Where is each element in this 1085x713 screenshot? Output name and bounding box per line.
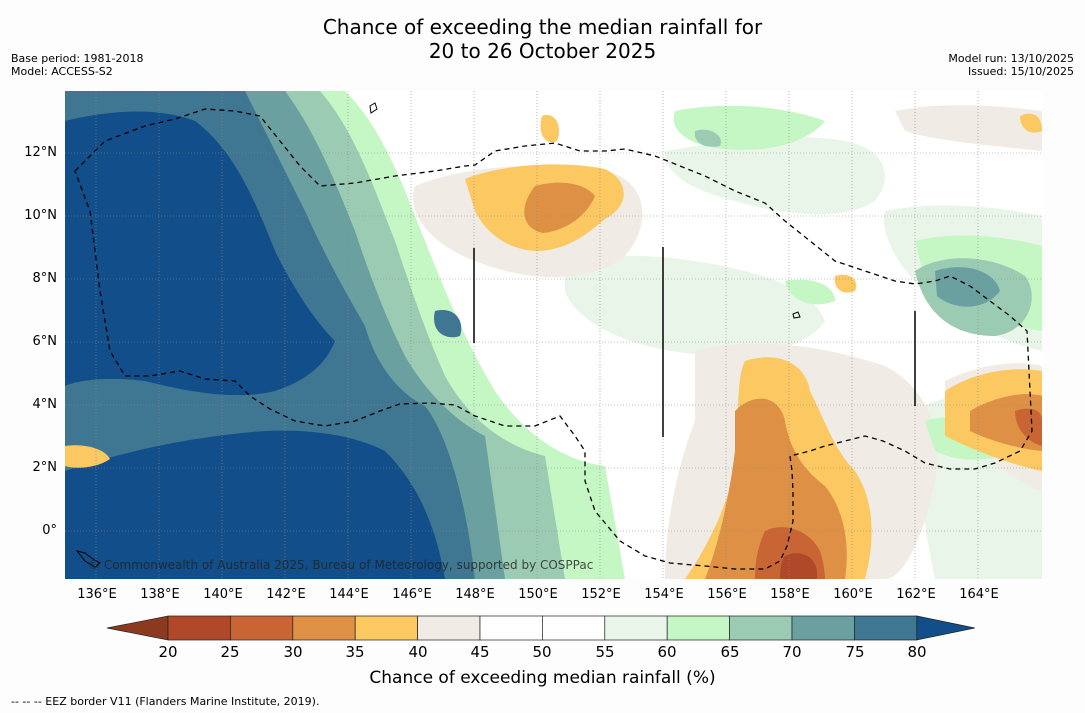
- lon-label-146e: 146°E: [392, 587, 432, 602]
- lon-label-144e: 144°E: [329, 587, 369, 602]
- lat-label-12n: 12°N: [24, 145, 57, 160]
- title-line-2: 20 to 26 October 2025: [428, 39, 657, 63]
- cb-tick-75: 75: [845, 643, 865, 661]
- cb-tick-40: 40: [408, 643, 428, 661]
- colorbar-bin-below-20: [106, 615, 169, 641]
- colorbar-bin-50-55: [542, 615, 606, 641]
- colorbar-bin-20-25: [167, 615, 231, 641]
- lon-label-148e: 148°E: [455, 587, 495, 602]
- lat-label-0: 0°: [42, 523, 57, 538]
- colorbar: [106, 615, 975, 641]
- lat-label-4n: 4°N: [32, 397, 58, 412]
- cb-tick-60: 60: [657, 643, 677, 661]
- cb-tick-65: 65: [720, 643, 740, 661]
- base-period: Base period: 1981-2018: [11, 52, 144, 65]
- lon-label-154e: 154°E: [644, 587, 684, 602]
- meta-right: Model run: 13/10/2025 Issued: 15/10/2025: [948, 52, 1074, 78]
- lat-label-8n: 8°N: [32, 271, 58, 286]
- eez-border: [74, 108, 1033, 570]
- rainfall-map: [65, 91, 1042, 579]
- title-line-1: Chance of exceeding the median rainfall …: [322, 15, 763, 39]
- meta-left: Base period: 1981-2018 Model: ACCESS-S2: [11, 52, 143, 78]
- cb-tick-30: 30: [283, 643, 303, 661]
- lat-label-6n: 6°N: [32, 334, 58, 349]
- cb-tick-35: 35: [345, 643, 365, 661]
- lon-label-138e: 138°E: [140, 587, 180, 602]
- lon-label-142e: 142°E: [266, 587, 306, 602]
- lon-label-162e: 162°E: [896, 587, 936, 602]
- gridlines: [65, 91, 1042, 579]
- cb-tick-45: 45: [470, 643, 490, 661]
- colorbar-bin-45-50: [479, 615, 543, 641]
- colorbar-bin-above-80: [916, 615, 975, 641]
- colorbar-bin-70-75: [791, 615, 855, 641]
- band-30-35: [524, 182, 1042, 579]
- lon-label-158e: 158°E: [770, 587, 810, 602]
- cb-tick-70: 70: [782, 643, 802, 661]
- issued-date: Issued: 15/10/2025: [967, 65, 1074, 78]
- cb-tick-20: 20: [158, 643, 178, 661]
- model-run: Model run: 13/10/2025: [948, 52, 1074, 65]
- cb-tick-50: 50: [532, 643, 552, 661]
- lon-label-156e: 156°E: [707, 587, 747, 602]
- islands: [75, 102, 801, 568]
- colorbar-bin-60-65: [666, 615, 730, 641]
- colorbar-bin-35-40: [354, 615, 418, 641]
- cb-tick-25: 25: [220, 643, 240, 661]
- lon-label-164e: 164°E: [959, 587, 999, 602]
- colorbar-bin-30-35: [292, 615, 356, 641]
- colorbar-label: Chance of exceeding median rainfall (%): [369, 668, 716, 688]
- colorbar-bin-55-60: [604, 615, 668, 641]
- model-name: Model: ACCESS-S2: [11, 65, 113, 78]
- boundary-lines: [473, 247, 916, 437]
- colorbar-bin-75-80: [854, 615, 918, 641]
- colorbar-bin-40-45: [417, 615, 481, 641]
- lat-label-10n: 10°N: [24, 208, 57, 223]
- colorbar-bin-65-70: [729, 615, 793, 641]
- lon-label-136e: 136°E: [77, 587, 117, 602]
- eez-footnote: -- -- -- EEZ border V11 (Flanders Marine…: [11, 695, 320, 708]
- lon-label-160e: 160°E: [833, 587, 873, 602]
- lon-label-152e: 152°E: [581, 587, 621, 602]
- lat-label-2n: 2°N: [32, 460, 58, 475]
- cb-tick-55: 55: [595, 643, 615, 661]
- lon-label-140e: 140°E: [203, 587, 243, 602]
- copyright-notice: © Commonwealth of Australia 2025, Bureau…: [88, 558, 594, 572]
- lon-label-150e: 150°E: [518, 587, 558, 602]
- map-title: Chance of exceeding the median rainfall …: [0, 15, 1085, 63]
- colorbar-bin-25-30: [230, 615, 294, 641]
- cb-tick-80: 80: [907, 643, 927, 661]
